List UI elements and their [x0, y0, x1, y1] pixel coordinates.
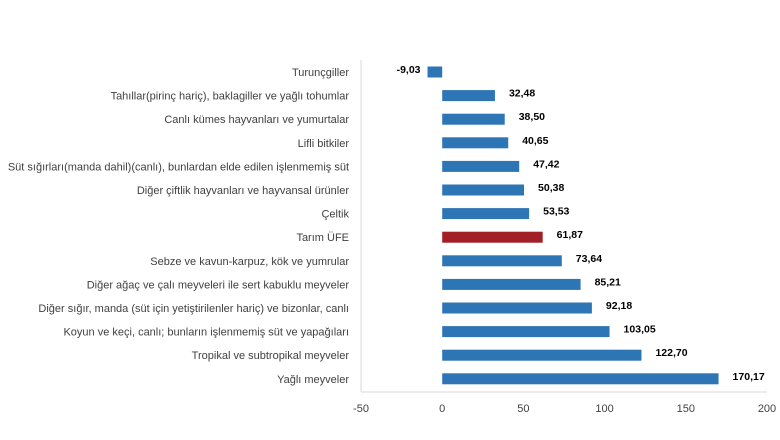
value-label: 85,21 — [595, 276, 621, 288]
bar — [442, 255, 562, 267]
x-tick-label: -50 — [353, 403, 369, 415]
bar — [442, 208, 530, 220]
bar — [442, 184, 525, 196]
bar — [442, 90, 495, 102]
value-label: 53,53 — [543, 206, 569, 218]
category-label: Yağlı meyveler — [277, 374, 349, 386]
category-label: Diğer ağaç ve çalı meyveleri ile sert ka… — [87, 279, 350, 291]
bar — [442, 231, 543, 243]
category-label: Koyun ve keçi, canlı; bunların işlenmemi… — [63, 327, 349, 339]
category-label: Diğer çiftlik hayvanları ve hayvansal ür… — [137, 185, 349, 197]
x-tick-label: 50 — [517, 403, 529, 415]
value-label: 61,87 — [557, 229, 583, 241]
x-tick-label: 150 — [677, 403, 695, 415]
bar — [442, 373, 719, 385]
category-label: Tahıllar(pirinç hariç), baklagiller ve y… — [111, 91, 350, 103]
value-label: 92,18 — [606, 300, 632, 312]
x-tick-label: 0 — [439, 403, 445, 415]
bar — [427, 66, 443, 78]
category-label: Diğer sığır, manda (süt için yetiştirile… — [38, 303, 349, 315]
value-label: 50,38 — [538, 182, 564, 194]
category-label: Süt sığırları(manda dahil)(canlı), bunla… — [8, 161, 349, 173]
category-label: Çeltik — [321, 209, 349, 221]
value-label: 170,17 — [733, 371, 765, 383]
category-label: Tarım ÜFE — [296, 232, 349, 244]
value-label: 103,05 — [624, 324, 656, 336]
bar — [442, 278, 581, 290]
bar — [442, 113, 505, 125]
category-label: Sebze ve kavun-karpuz, kök ve yumrular — [150, 256, 349, 268]
bar — [442, 160, 520, 172]
category-label: Tropikal ve subtropikal meyveler — [192, 350, 350, 362]
bar — [442, 326, 610, 338]
value-label: 47,42 — [533, 158, 559, 170]
bar — [442, 137, 509, 149]
x-tick-label: 100 — [595, 403, 613, 415]
category-label: Canlı kümes hayvanları ve yumurtalar — [164, 114, 349, 126]
x-tick-label: 200 — [758, 403, 776, 415]
value-label: 122,70 — [655, 347, 687, 359]
category-label: Lifli bitkiler — [298, 138, 350, 150]
value-label: -9,03 — [397, 64, 421, 76]
value-label: 73,64 — [576, 253, 602, 265]
category-label: Turunçgiller — [292, 67, 349, 79]
value-label: 38,50 — [519, 111, 545, 123]
bar — [442, 302, 592, 314]
value-label: 40,65 — [522, 135, 548, 147]
value-label: 32,48 — [509, 88, 535, 100]
bar — [442, 349, 642, 361]
